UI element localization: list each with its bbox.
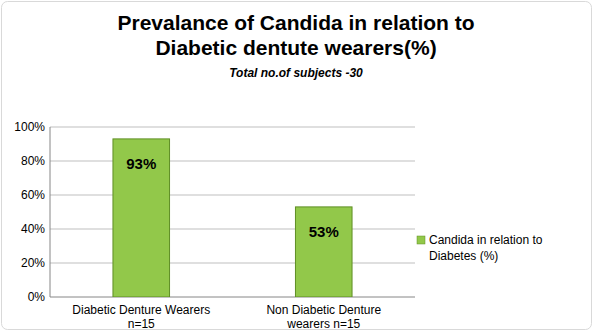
x-tick-line: n=15 <box>128 317 155 331</box>
legend-line: Candida in relation to <box>429 233 543 247</box>
legend-swatch <box>417 236 425 244</box>
grid-line <box>50 297 415 298</box>
x-tick-label: Non Diabetic Denturewearers n=15 <box>266 303 381 331</box>
chart: Prevalance of Candida in relation toDiab… <box>0 0 593 331</box>
grid-line <box>50 161 415 162</box>
bar <box>295 207 352 297</box>
bar <box>113 139 170 297</box>
title: Prevalance of Candida in relation toDiab… <box>117 11 474 59</box>
title-line: Diabetic dentute wearers(%) <box>155 36 436 59</box>
x-tick-line: Diabetic Denture Wearers <box>72 303 210 317</box>
grid-line <box>50 195 415 196</box>
legend-label: Candida in relation to Diabetes (%) <box>429 233 543 263</box>
y-tick-label: 100% <box>14 120 45 134</box>
grid-line <box>50 229 415 230</box>
y-tick-label: 20% <box>21 256 45 270</box>
x-tick-label: Diabetic Denture Wearersn=15 <box>72 303 210 331</box>
y-tick-label: 40% <box>21 222 45 236</box>
x-tick-line: Non Diabetic Denture <box>266 303 381 317</box>
y-axis <box>50 127 51 297</box>
y-tick-label: 0% <box>28 290 46 304</box>
data-label: 53% <box>309 223 339 240</box>
chart-frame <box>2 2 592 330</box>
data-label: 93% <box>126 155 156 172</box>
bars <box>113 139 352 297</box>
legend-line: Diabetes (%) <box>429 249 498 263</box>
x-tick-line: wearers n=15 <box>286 317 360 331</box>
y-tick-label: 60% <box>21 188 45 202</box>
grid-line <box>50 263 415 264</box>
grid-line <box>50 127 415 128</box>
subtitle: Total no.of subjects -30 <box>229 66 363 80</box>
title-line: Prevalance of Candida in relation to <box>117 11 474 34</box>
y-tick-label: 80% <box>21 154 45 168</box>
